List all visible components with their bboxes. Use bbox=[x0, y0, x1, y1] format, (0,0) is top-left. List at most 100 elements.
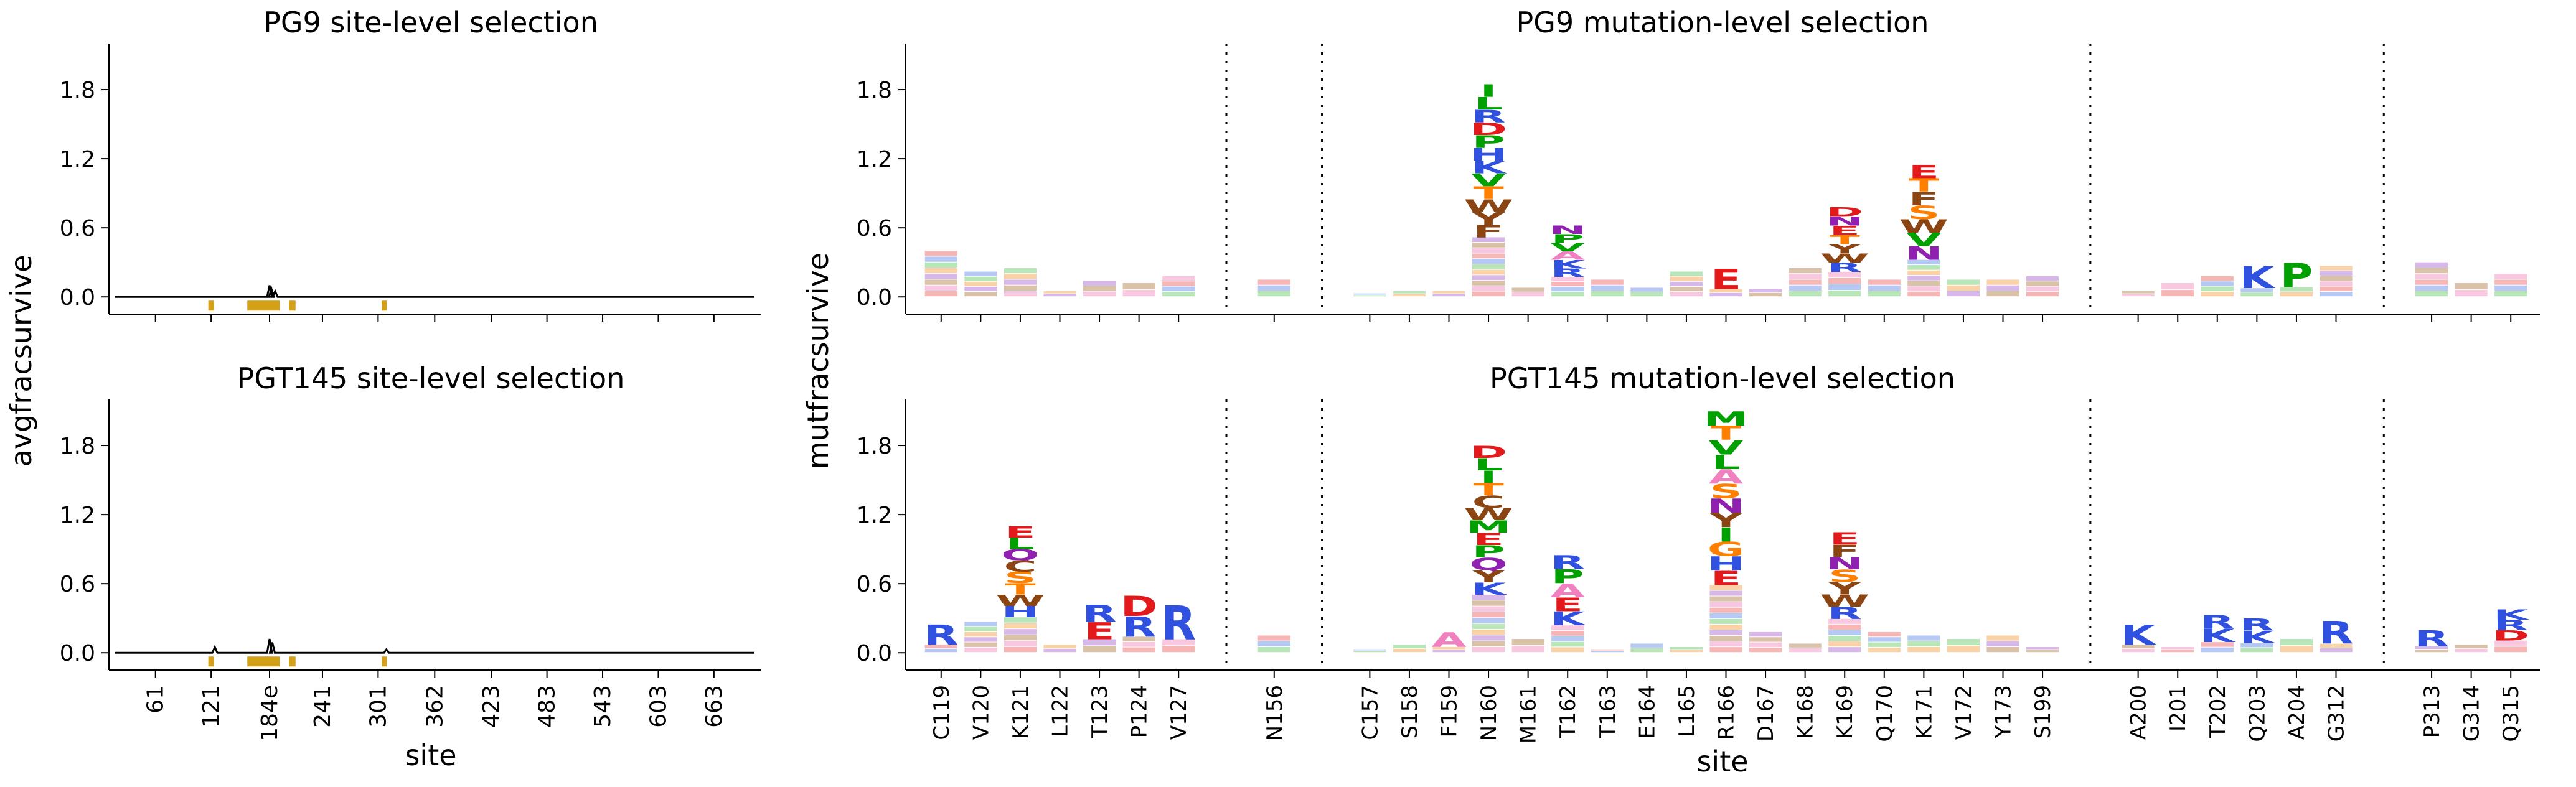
pgt145_mut-site-K121-minor-3 bbox=[1004, 635, 1037, 641]
pg9_mut-site-K169-minor-3 bbox=[1828, 291, 1861, 297]
pg9_mut-site-V120-minor-4 bbox=[964, 292, 997, 297]
pg9_mut-site-V120-minor-0 bbox=[964, 271, 997, 276]
pgt145_site-ytick-label-0: 0.0 bbox=[60, 641, 95, 666]
pgt145_mut-site-R166-letter-1: T bbox=[1711, 422, 1741, 445]
pgt145-site-title: PGT145 site-level selection bbox=[237, 361, 625, 395]
pg9_mut-site-S158-minor-1 bbox=[1393, 294, 1426, 297]
pgt145_mut-site-R166-letter-11: E bbox=[1711, 567, 1741, 590]
pg9_mut-site-V127-minor-1 bbox=[1162, 281, 1195, 286]
pgt145_mut-site-V120-minor-5 bbox=[964, 647, 997, 653]
pgt145_mut-xtick-label-0: C119 bbox=[929, 685, 954, 740]
pg9_site-highlight-region-1 bbox=[247, 300, 280, 311]
pgt145_mut-ytick-label-2: 1.2 bbox=[857, 503, 892, 528]
pg9_mut-site-T163-minor-2 bbox=[1591, 291, 1624, 297]
pgt145_mut-site-N160-letter-8: P bbox=[1472, 542, 1505, 561]
pgt145_mut-site-T123-letter-1: E bbox=[1084, 618, 1114, 645]
pgt145_mut-xtick-label-10: F159 bbox=[1437, 685, 1462, 737]
pgt145_mut-site-K169-letter-2: N bbox=[1826, 554, 1863, 573]
pg9_mut-site-K168-minor-2 bbox=[1789, 279, 1822, 285]
pgt145_mut-site-L122-minor-1 bbox=[1043, 648, 1076, 653]
pgt145_site-xtick-label-10: 663 bbox=[702, 685, 727, 728]
pgt145_mut-site-C119-minor-1 bbox=[924, 648, 957, 653]
pgt145_mut-site-P124-letter-0: D bbox=[1121, 590, 1158, 623]
pgt145_mut-xtick-label-27: I201 bbox=[2166, 685, 2191, 732]
pgt145_mut-xtick-label-28: T202 bbox=[2206, 685, 2230, 739]
pg9_mut-site-C119-minor-7 bbox=[924, 291, 957, 297]
pg9_mut-site-T162-letter-4: K bbox=[1550, 258, 1587, 271]
pgt145_mut-site-A204-minor-1 bbox=[2280, 646, 2313, 653]
pgt145_mut-site-R166-minor-1 bbox=[1709, 590, 1742, 596]
pg9_mut-site-N160-minor-9 bbox=[1472, 286, 1505, 291]
pgt145_mut-site-A200-letter-0: K bbox=[2121, 620, 2158, 652]
pg9_mut-site-N160-minor-3 bbox=[1472, 253, 1505, 259]
pgt145_mut-site-R166-letter-9: G bbox=[1708, 538, 1744, 561]
pgt145_mut-site-R166-letter-7: Y bbox=[1709, 510, 1743, 532]
pg9_mut-site-K168-minor-0 bbox=[1789, 268, 1822, 274]
pgt145_mut-site-K121-letter-2: Q bbox=[1001, 546, 1039, 564]
pgt145_mut-xtick-label-32: P313 bbox=[2420, 685, 2445, 738]
pgt145_mut-site-R166-minor-10 bbox=[1709, 641, 1742, 647]
pgt145_site-highlight-region-3 bbox=[382, 656, 387, 667]
pgt145_mut-xtick-label-14: T163 bbox=[1596, 685, 1620, 739]
pgt145_mut-site-C157-minor-0 bbox=[1353, 649, 1386, 651]
pg9_site-highlight-region-2 bbox=[289, 300, 296, 311]
pgt145_mut-site-F159-minor-0 bbox=[1432, 646, 1465, 650]
pgt145_mut-site-K169-minor-1 bbox=[1828, 624, 1861, 630]
pg9_mut-site-L165-minor-2 bbox=[1670, 281, 1703, 286]
pg9_mut-site-T162-minor-1 bbox=[1551, 282, 1584, 287]
pg9_mut-site-N160-minor-5 bbox=[1472, 264, 1505, 269]
pgt145_mut-site-N160-minor-0 bbox=[1472, 594, 1505, 600]
pgt145_mut-site-D167-minor-0 bbox=[1749, 631, 1782, 637]
pg9_mut-site-N160-letter-11: F bbox=[1473, 221, 1503, 241]
pg9_mut-site-Q315-minor-3 bbox=[2494, 291, 2527, 297]
pg9_mut-site-C119-minor-2 bbox=[924, 262, 957, 268]
site-ylabel: avgfracsurvive bbox=[4, 255, 38, 467]
pgt145_mut-site-T202-letter-1: K bbox=[2200, 625, 2237, 646]
pg9_mut-site-K171-minor-0 bbox=[1907, 259, 1940, 265]
pgt145_mut-site-L165-minor-0 bbox=[1670, 646, 1703, 650]
pg9_mut-ytick-label-0: 0.0 bbox=[857, 285, 892, 310]
pgt145_mut-site-Q203-minor-0 bbox=[2240, 643, 2273, 648]
pgt145_mut-site-P124-minor-2 bbox=[1122, 647, 1155, 653]
pgt145_mut-site-G312-letter-0: R bbox=[2319, 615, 2354, 651]
pgt145_mut-xtick-label-17: R166 bbox=[1714, 685, 1739, 740]
pg9_mut-site-K169-minor-2 bbox=[1828, 284, 1861, 291]
pgt145_mut-site-K169-letter-4: Y bbox=[1828, 579, 1861, 598]
pgt145_mut-site-T202-minor-0 bbox=[2201, 642, 2234, 647]
pgt145_mut-site-I201-minor-1 bbox=[2161, 650, 2194, 653]
pgt145_mut-site-N160-letter-4: C bbox=[1472, 493, 1505, 512]
pgt145_mut-site-K169-minor-3 bbox=[1828, 636, 1861, 641]
pgt145_mut-site-N160-letter-5: W bbox=[1464, 505, 1513, 524]
pg9_mut-site-P313-minor-2 bbox=[2415, 274, 2448, 279]
pgt145_mut-site-N160-letter-6: M bbox=[1466, 517, 1511, 536]
pg9_mut-site-N160-minor-10 bbox=[1472, 291, 1505, 297]
pg9_mut-site-K121-minor-0 bbox=[1004, 268, 1037, 274]
pg9_mut-site-K171-letter-4: W bbox=[1899, 216, 1949, 237]
pgt145_mut-site-L122-minor-0 bbox=[1043, 645, 1076, 648]
pgt145_mut-site-A204-minor-0 bbox=[2280, 639, 2313, 646]
pg9_mut-site-C119-minor-5 bbox=[924, 279, 957, 285]
pg9_mut-site-N160-letter-5: H bbox=[1470, 144, 1507, 164]
pg9_mut-site-T123-minor-1 bbox=[1083, 286, 1116, 291]
pg9_mut-ytick-label-2: 1.2 bbox=[857, 147, 892, 172]
pgt145_mut-site-K169-letter-3: S bbox=[1828, 566, 1861, 585]
pgt145_mut-ytick-label-1: 0.6 bbox=[857, 572, 892, 597]
pg9_mut-site-T163-minor-0 bbox=[1591, 279, 1624, 285]
pg9_mut-site-T162-minor-3 bbox=[1551, 292, 1584, 297]
pgt145_mut-xtick-label-4: T123 bbox=[1088, 685, 1112, 739]
pg9_mut-site-C119-minor-4 bbox=[924, 274, 957, 279]
pgt145_mut-site-K121-letter-1: L bbox=[1006, 535, 1035, 553]
pg9_mut-site-V120-minor-3 bbox=[964, 286, 997, 292]
pg9_mut-site-A204-minor-0 bbox=[2280, 287, 2313, 292]
pg9_mut-site-Y173-minor-0 bbox=[1986, 279, 2019, 285]
pg9_site-ytick-label-3: 1.8 bbox=[60, 78, 95, 103]
pg9_mut-site-Y173-minor-2 bbox=[1986, 291, 2019, 297]
pgt145_mut-xtick-label-19: K168 bbox=[1793, 685, 1818, 739]
pgt145_mut-site-N160-minor-1 bbox=[1472, 600, 1505, 606]
pgt145_site-xtick-label-7: 483 bbox=[535, 685, 560, 728]
pgt145_site-xtick-label-5: 362 bbox=[422, 685, 448, 728]
pgt145_site-series-line bbox=[115, 638, 754, 654]
pg9_mut-site-K171-letter-6: N bbox=[1905, 243, 1942, 264]
pgt145_mut-site-K121-letter-6: W bbox=[995, 592, 1045, 610]
pgt145_mut-site-L165-minor-1 bbox=[1670, 650, 1703, 653]
